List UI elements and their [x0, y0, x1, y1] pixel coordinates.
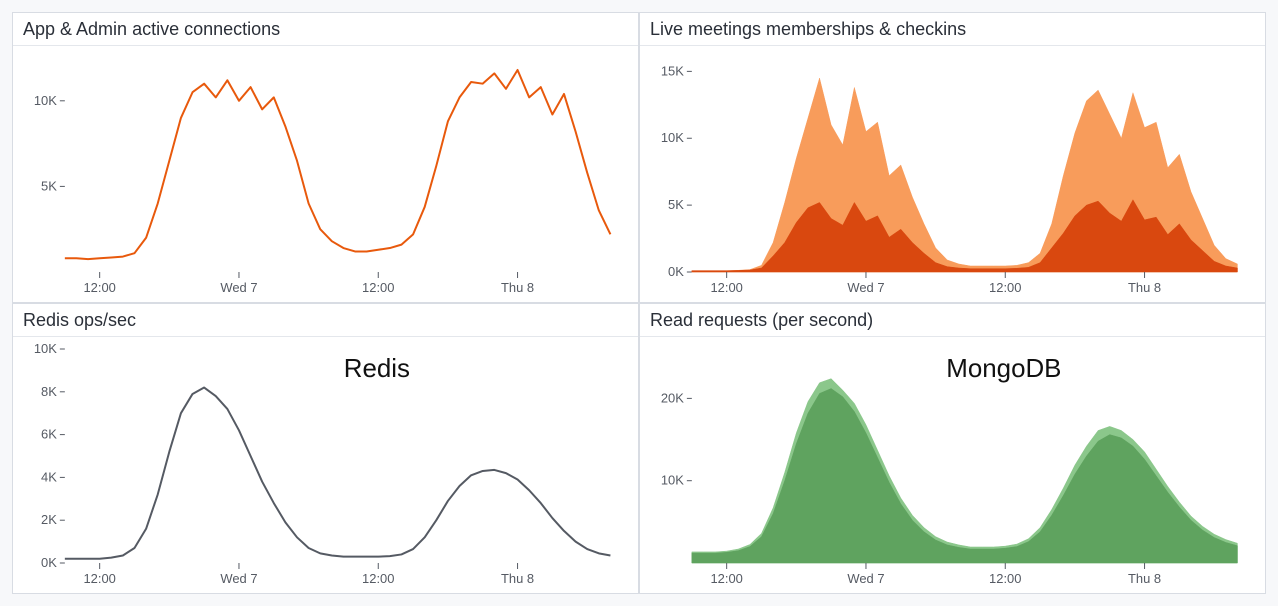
panel-title: Live meetings memberships & checkins	[650, 19, 966, 39]
svg-text:Wed 7: Wed 7	[847, 280, 884, 295]
svg-text:0K: 0K	[668, 264, 684, 279]
svg-text:10K: 10K	[661, 473, 684, 488]
svg-text:0K: 0K	[41, 555, 57, 570]
panel-body: 0K 5K 10K 15K 12:00 Wed 7 12:00 Thu 8	[640, 46, 1265, 302]
svg-text:12:00: 12:00	[710, 571, 742, 586]
panel-meetings[interactable]: Live meetings memberships & checkins 0K 5…	[639, 12, 1266, 303]
svg-text:10K: 10K	[34, 341, 57, 356]
svg-text:12:00: 12:00	[362, 571, 394, 586]
svg-text:10K: 10K	[661, 130, 684, 145]
svg-text:12:00: 12:00	[989, 280, 1021, 295]
svg-text:10K: 10K	[34, 93, 57, 108]
svg-text:20K: 20K	[661, 390, 684, 405]
chart-redis[interactable]: 0K 2K 4K 6K 8K 10K 12:00 Wed 7 12:00 Thu 8 Redis	[17, 341, 630, 593]
svg-text:12:00: 12:00	[989, 571, 1021, 586]
svg-text:2K: 2K	[41, 512, 57, 527]
svg-text:12:00: 12:00	[83, 280, 115, 295]
chart-meetings[interactable]: 0K 5K 10K 15K 12:00 Wed 7 12:00 Thu 8	[644, 50, 1257, 302]
panel-connections[interactable]: App & Admin active connections 5K 10K 12:0…	[12, 12, 639, 303]
panel-mongo[interactable]: Read requests (per second) 10K 20K 12:00 We…	[639, 303, 1266, 594]
svg-text:12:00: 12:00	[362, 280, 394, 295]
chart-mongo[interactable]: 10K 20K 12:00 Wed 7 12:00 Thu 8 MongoDB	[644, 341, 1257, 593]
svg-text:12:00: 12:00	[710, 280, 742, 295]
svg-text:Thu 8: Thu 8	[501, 571, 534, 586]
svg-text:8K: 8K	[41, 384, 57, 399]
svg-text:12:00: 12:00	[83, 571, 115, 586]
panel-body: 5K 10K 12:00 Wed 7 12:00 Thu 8	[13, 46, 638, 302]
panel-header: App & Admin active connections	[13, 13, 638, 46]
panel-body: 0K 2K 4K 6K 8K 10K 12:00 Wed 7 12:00 Thu 8 Redis	[13, 337, 638, 593]
panel-redis[interactable]: Redis ops/sec 0K 2K 4K 6K 8K 10K 12:00 Wed 7 12:…	[12, 303, 639, 594]
svg-text:5K: 5K	[41, 178, 57, 193]
dashboard-grid: App & Admin active connections 5K 10K 12:0…	[12, 12, 1266, 594]
svg-text:4K: 4K	[41, 469, 57, 484]
svg-text:MongoDB: MongoDB	[946, 355, 1061, 383]
panel-header: Redis ops/sec	[13, 304, 638, 337]
svg-text:Thu 8: Thu 8	[501, 280, 534, 295]
svg-text:5K: 5K	[668, 197, 684, 212]
panel-body: 10K 20K 12:00 Wed 7 12:00 Thu 8 MongoDB	[640, 337, 1265, 593]
svg-text:Thu 8: Thu 8	[1128, 280, 1161, 295]
chart-connections[interactable]: 5K 10K 12:00 Wed 7 12:00 Thu 8	[17, 50, 630, 302]
svg-text:Wed 7: Wed 7	[220, 571, 257, 586]
svg-text:Wed 7: Wed 7	[220, 280, 257, 295]
panel-title: Redis ops/sec	[23, 310, 136, 330]
svg-text:Thu 8: Thu 8	[1128, 571, 1161, 586]
panel-header: Live meetings memberships & checkins	[640, 13, 1265, 46]
panel-title: App & Admin active connections	[23, 19, 280, 39]
svg-text:Redis: Redis	[344, 355, 410, 383]
svg-text:Wed 7: Wed 7	[847, 571, 884, 586]
panel-title: Read requests (per second)	[650, 310, 873, 330]
panel-header: Read requests (per second)	[640, 304, 1265, 337]
svg-text:15K: 15K	[661, 63, 684, 78]
svg-text:6K: 6K	[41, 427, 57, 442]
